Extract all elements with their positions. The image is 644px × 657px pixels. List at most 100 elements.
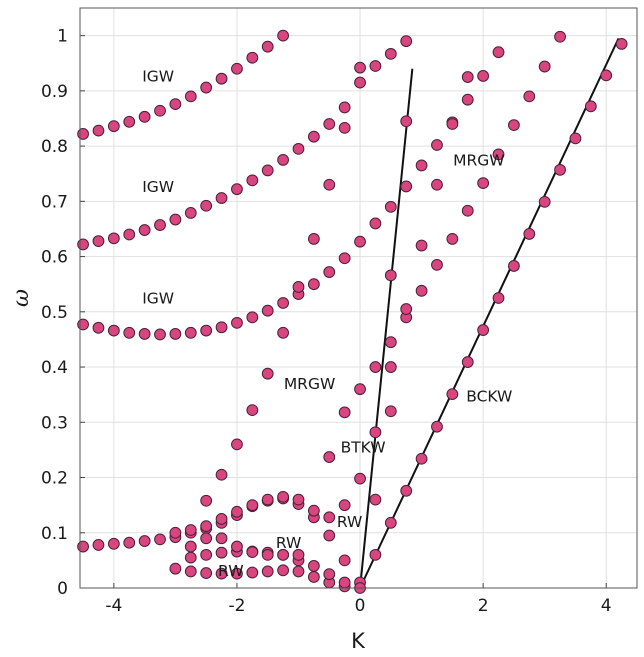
data-point [292,493,305,506]
y-tick-label: 0.5 [41,303,68,323]
data-point [338,499,351,512]
data-point [200,520,213,533]
data-point [277,154,290,166]
data-point [292,565,305,578]
data-point [354,472,366,485]
x-axis-label: K [351,629,366,653]
data-point [184,565,197,578]
annotation-label: IGW [142,290,174,308]
data-point [231,505,243,518]
data-point [107,120,120,133]
data-point [184,326,197,339]
data-point [584,100,597,113]
data-point [184,551,197,564]
data-point [231,540,243,553]
data-point [107,232,120,245]
data-point [477,177,490,190]
data-point [123,228,136,241]
x-tick-label: -4 [105,596,122,616]
data-point [261,304,274,317]
data-point [369,60,382,72]
data-point [415,159,428,172]
y-axis-label: ω [9,289,34,307]
annotation-label: IGW [142,178,174,196]
data-point [338,406,351,419]
data-point [415,284,428,297]
annotation-label: RW [337,513,362,531]
data-point [215,513,228,525]
data-point [446,388,459,401]
data-point [384,516,397,529]
data-point [200,81,213,94]
data-point [138,328,151,340]
data-point [292,281,305,293]
data-point [354,76,366,89]
data-point [431,178,443,191]
y-tick-label: 0 [57,579,68,599]
data-point [200,532,213,545]
axis-ticks: -4 -2 0 2 4 0 0.1 0.2 0.3 0.4 0.5 0.6 0.7 0.8 0.9 1 [41,27,612,616]
data-point [92,124,105,137]
data-point [92,539,105,551]
data-point [508,260,520,272]
data-point [231,62,243,75]
annotation-label: MRGW [453,151,504,169]
data-point [169,526,182,539]
data-point [554,30,566,43]
data-point [154,328,166,341]
data-point [477,70,490,82]
data-point [169,213,182,226]
data-point [123,115,136,128]
data-point [92,321,105,334]
annotation-label: RW [218,562,243,580]
data-point [477,324,490,336]
data-point [231,316,243,329]
data-point [261,164,274,177]
data-point [169,562,182,575]
y-tick-label: 0.2 [41,469,68,489]
data-point [400,303,413,315]
data-point [400,35,413,48]
data-point [369,361,382,373]
data-point [307,278,320,291]
x-tick-label: -2 [228,596,245,616]
y-tick-label: 0.8 [41,137,68,157]
data-point [277,297,290,309]
data-point [446,232,459,245]
data-point [538,60,551,73]
reference-line [359,37,620,589]
y-tick-label: 0.1 [41,524,68,544]
data-point [369,548,382,561]
data-point [384,47,397,60]
data-point [231,567,243,580]
data-point [323,568,336,581]
data-point [384,336,397,349]
data-point [538,195,551,208]
data-point [107,537,120,550]
data-point [200,199,213,212]
data-point [461,204,474,217]
data-point [123,326,136,339]
data-point [215,567,228,580]
data-point [154,219,166,231]
data-point [323,529,336,542]
data-point [154,533,166,546]
data-point [200,324,213,337]
data-point [246,566,259,579]
data-point [400,115,413,128]
data-point [384,200,397,213]
data-point [277,326,290,339]
data-point [169,328,182,340]
reference-lines [359,37,620,589]
data-point [277,564,290,577]
data-point [184,207,197,219]
y-tick-label: 0.4 [41,358,68,378]
data-point [461,356,474,368]
data-point [461,71,474,83]
y-tick-label: 0.9 [41,82,68,102]
data-point [215,532,228,545]
data-point [184,540,197,553]
data-point [354,383,366,396]
annotation-label: BCKW [466,387,512,405]
data-point [323,511,336,524]
